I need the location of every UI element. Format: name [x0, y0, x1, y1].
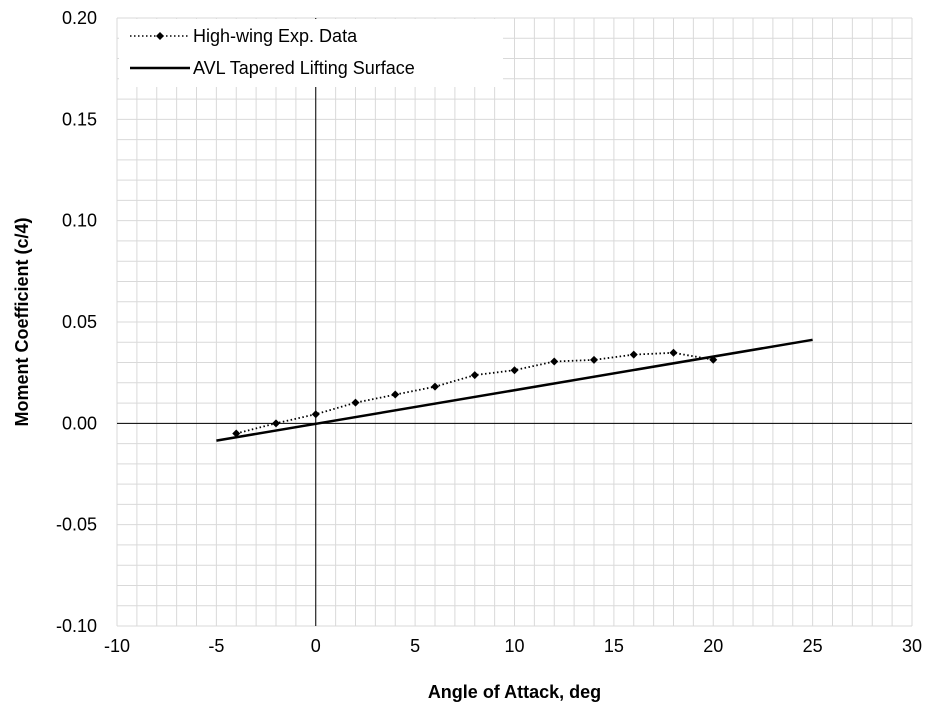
data-point-diamond	[510, 366, 519, 375]
x-tick-label: 5	[410, 636, 420, 656]
x-tick-label: 25	[803, 636, 823, 656]
x-tick-label: 10	[504, 636, 524, 656]
y-tick-label: 0.00	[62, 413, 97, 433]
x-tick-label: 0	[311, 636, 321, 656]
data-point-diamond	[232, 429, 241, 438]
data-point-diamond	[431, 382, 439, 391]
legend-background	[119, 19, 503, 87]
y-tick-label: 0.20	[62, 8, 97, 28]
legend-label-avl: AVL Tapered Lifting Surface	[193, 58, 415, 78]
tick-labels: -10 -5 0 5 10 15 20 25 30 -0.10 -0.05 0.00 0.05 0.10 0…	[56, 8, 922, 656]
data-point-diamond	[470, 371, 479, 380]
legend: High-wing Exp. Data AVL Tapered Lifting …	[119, 19, 503, 87]
data-point-diamond	[590, 355, 598, 364]
legend-swatch-diamond-icon	[156, 32, 164, 40]
x-tick-label: 15	[604, 636, 624, 656]
data-point-diamond	[550, 357, 559, 366]
x-tick-label: -10	[104, 636, 130, 656]
y-tick-label: 0.10	[62, 211, 97, 231]
data-point-diamond	[311, 410, 320, 419]
x-tick-label: -5	[208, 636, 224, 656]
y-axis-title: Moment Coefficient (c/4)	[12, 217, 32, 426]
data-point-diamond	[669, 348, 678, 357]
legend-entry-avl: AVL Tapered Lifting Surface	[130, 58, 415, 78]
data-point-diamond	[391, 390, 400, 399]
axes	[117, 18, 912, 626]
y-tick-label: -0.10	[56, 616, 97, 636]
x-tick-label: 20	[703, 636, 723, 656]
series-layer	[216, 338, 813, 442]
series-line-1	[216, 338, 813, 442]
data-point-diamond	[272, 419, 280, 428]
x-axis-title: Angle of Attack, deg	[428, 682, 601, 702]
grid	[116, 17, 913, 627]
y-tick-label: 0.15	[62, 109, 97, 129]
data-point-diamond	[351, 398, 360, 407]
y-tick-label: -0.05	[56, 515, 97, 535]
data-point-diamond	[629, 350, 638, 359]
legend-label-exp-data: High-wing Exp. Data	[193, 26, 358, 46]
legend-entry-exp-data: High-wing Exp. Data	[130, 26, 358, 46]
y-tick-label: 0.05	[62, 312, 97, 332]
x-tick-label: 30	[902, 636, 922, 656]
